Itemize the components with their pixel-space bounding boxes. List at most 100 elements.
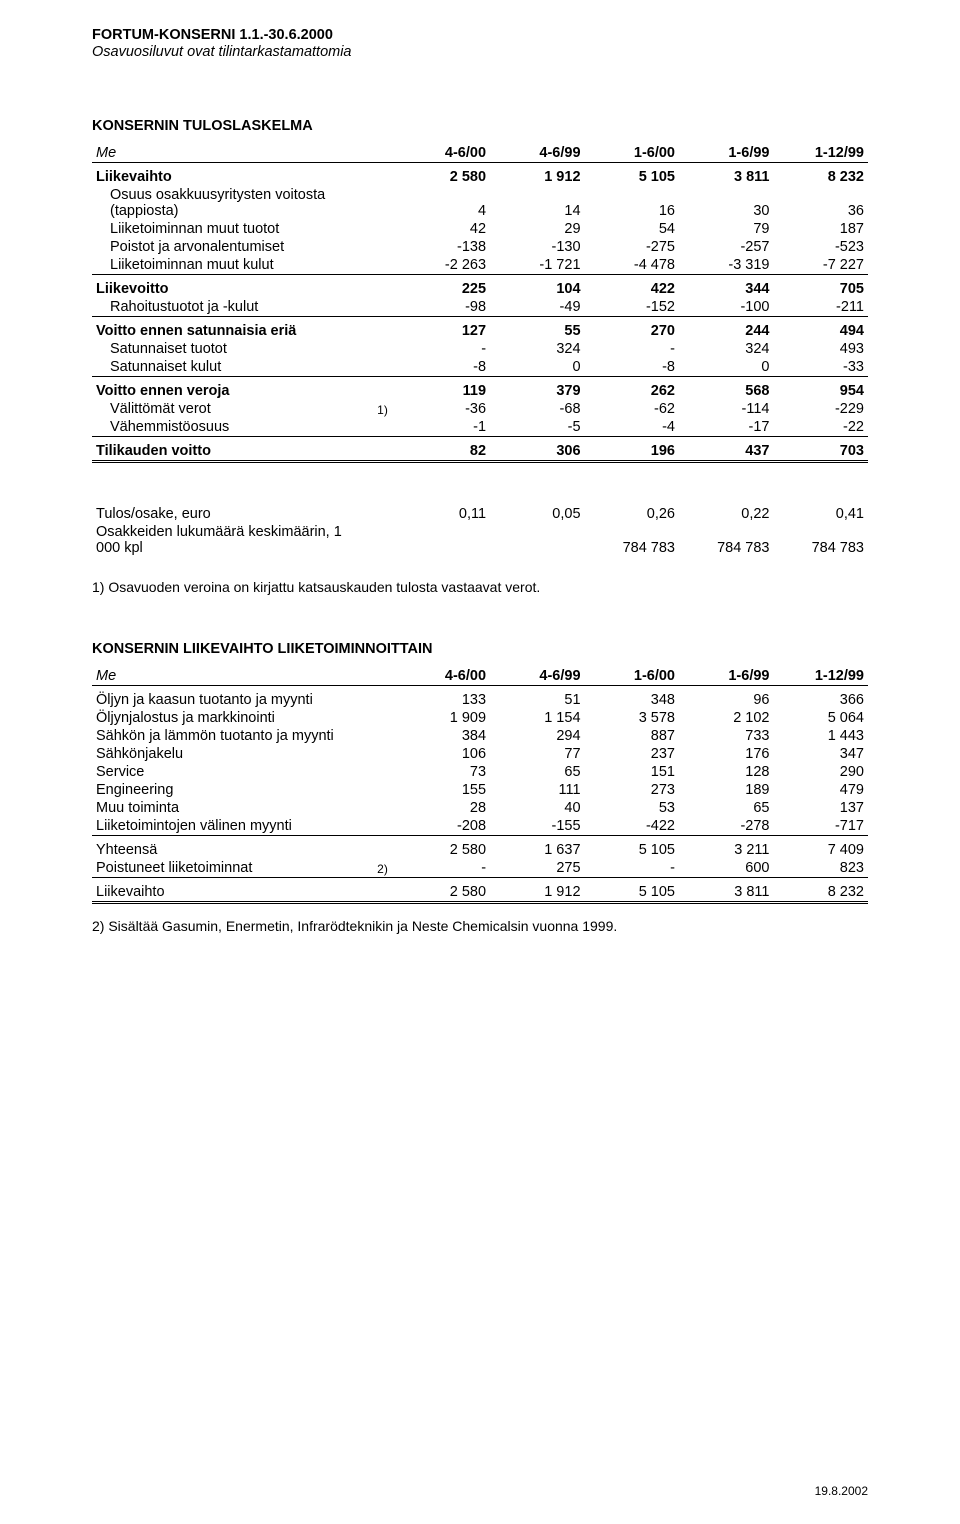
cell-value: 347 bbox=[773, 745, 868, 763]
income-footnote: 1) Osavuoden veroina on kirjattu katsaus… bbox=[92, 579, 868, 595]
cell-value: 40 bbox=[490, 799, 584, 817]
row-note bbox=[369, 437, 395, 462]
cell-value: 133 bbox=[396, 686, 490, 710]
cell-value: -8 bbox=[396, 358, 490, 377]
cell-value: 73 bbox=[396, 763, 490, 781]
table-row: Tulos/osake, euro0,110,050,260,220,41 bbox=[92, 505, 868, 523]
cell-value: -4 bbox=[585, 418, 679, 437]
row-label: Yhteensä bbox=[92, 836, 369, 860]
row-note bbox=[369, 238, 395, 256]
row-note bbox=[369, 377, 395, 401]
row-note bbox=[369, 358, 395, 377]
row-label: Liikevaihto bbox=[92, 878, 369, 903]
row-note bbox=[369, 836, 395, 860]
cell-value: 5 064 bbox=[773, 709, 868, 727]
table-row: Sähkön ja lämmön tuotanto ja myynti38429… bbox=[92, 727, 868, 745]
cell-value: 479 bbox=[773, 781, 868, 799]
col-head: 1-6/00 bbox=[585, 667, 679, 686]
row-note bbox=[369, 317, 395, 341]
cell-value: 2 102 bbox=[679, 709, 773, 727]
row-note bbox=[369, 686, 395, 710]
cell-value: 5 105 bbox=[585, 163, 679, 187]
table-row: Välittömät verot1)-36-68-62-114-229 bbox=[92, 400, 868, 418]
row-note bbox=[369, 878, 395, 903]
cell-value: 151 bbox=[585, 763, 679, 781]
cell-value: -155 bbox=[490, 817, 584, 836]
income-header-row: Me 4-6/00 4-6/99 1-6/00 1-6/99 1-12/99 bbox=[92, 144, 868, 163]
row-label: Service bbox=[92, 763, 369, 781]
row-label: Satunnaiset kulut bbox=[92, 358, 369, 377]
cell-value: 1 909 bbox=[396, 709, 490, 727]
cell-value: 65 bbox=[679, 799, 773, 817]
cell-value: 16 bbox=[585, 186, 679, 220]
cell-value: 784 783 bbox=[773, 523, 868, 557]
cell-value: -36 bbox=[396, 400, 490, 418]
cell-value: 568 bbox=[679, 377, 773, 401]
revenue-title: KONSERNIN LIIKEVAIHTO LIIKETOIMINNOITTAI… bbox=[92, 641, 868, 657]
cell-value: 36 bbox=[773, 186, 868, 220]
table-row: Sähkönjakelu10677237176347 bbox=[92, 745, 868, 763]
col-head: 4-6/00 bbox=[396, 667, 490, 686]
cell-value: -22 bbox=[773, 418, 868, 437]
cell-value: 77 bbox=[490, 745, 584, 763]
row-note bbox=[369, 220, 395, 238]
cell-value: -275 bbox=[585, 238, 679, 256]
cell-value: 8 232 bbox=[773, 163, 868, 187]
cell-value: 189 bbox=[679, 781, 773, 799]
cell-value: 82 bbox=[396, 437, 490, 462]
cell-value: -114 bbox=[679, 400, 773, 418]
col-head: 1-6/99 bbox=[679, 144, 773, 163]
cell-value: -49 bbox=[490, 298, 584, 317]
cell-value: -7 227 bbox=[773, 256, 868, 275]
cell-value: 306 bbox=[490, 437, 584, 462]
cell-value: 0,26 bbox=[585, 505, 679, 523]
table-row: Engineering155111273189479 bbox=[92, 781, 868, 799]
cell-value: -130 bbox=[490, 238, 584, 256]
cell-value: 53 bbox=[585, 799, 679, 817]
row-label: Liikevaihto bbox=[92, 163, 369, 187]
income-table: Me 4-6/00 4-6/99 1-6/00 1-6/99 1-12/99 L… bbox=[92, 144, 868, 463]
cell-value: 4 bbox=[396, 186, 490, 220]
row-note bbox=[369, 763, 395, 781]
col-head: 4-6/99 bbox=[490, 667, 584, 686]
row-label: Poistuneet liiketoiminnat bbox=[92, 859, 369, 878]
cell-value: -278 bbox=[679, 817, 773, 836]
cell-value: -62 bbox=[585, 400, 679, 418]
cell-value: 1 912 bbox=[490, 878, 584, 903]
cell-value: 8 232 bbox=[773, 878, 868, 903]
cell-value: 28 bbox=[396, 799, 490, 817]
table-row: Liikevoitto225104422344705 bbox=[92, 275, 868, 299]
col-head: 1-12/99 bbox=[773, 144, 868, 163]
table-row: Liiketoiminnan muut kulut-2 263-1 721-4 … bbox=[92, 256, 868, 275]
cell-value: 2 580 bbox=[396, 163, 490, 187]
header-company-period: FORTUM-KONSERNI 1.1.-30.6.2000 bbox=[92, 26, 868, 44]
cell-value: 1 443 bbox=[773, 727, 868, 745]
revenue-footnote: 2) Sisältää Gasumin, Enermetin, Infraröd… bbox=[92, 918, 868, 934]
cell-value: 2 580 bbox=[396, 836, 490, 860]
cell-value: 270 bbox=[585, 317, 679, 341]
cell-value: 324 bbox=[679, 340, 773, 358]
row-label: Tilikauden voitto bbox=[92, 437, 369, 462]
cell-value: 0,22 bbox=[679, 505, 773, 523]
row-label: Rahoitustuotot ja -kulut bbox=[92, 298, 369, 317]
cell-value: 3 211 bbox=[679, 836, 773, 860]
cell-value: 379 bbox=[490, 377, 584, 401]
cell-value: 0 bbox=[679, 358, 773, 377]
cell-value: 111 bbox=[490, 781, 584, 799]
row-label: Voitto ennen satunnaisia eriä bbox=[92, 317, 369, 341]
row-label: Poistot ja arvonalentumiset bbox=[92, 238, 369, 256]
income-extra-table: Tulos/osake, euro0,110,050,260,220,41Osa… bbox=[92, 505, 868, 557]
table-row: Yhteensä2 5801 6375 1053 2117 409 bbox=[92, 836, 868, 860]
table-row: Service7365151128290 bbox=[92, 763, 868, 781]
cell-value: 262 bbox=[585, 377, 679, 401]
table-row: Liikevaihto2 5801 9125 1053 8118 232 bbox=[92, 163, 868, 187]
cell-value: 119 bbox=[396, 377, 490, 401]
cell-value: 14 bbox=[490, 186, 584, 220]
cell-value: 29 bbox=[490, 220, 584, 238]
cell-value: 176 bbox=[679, 745, 773, 763]
cell-value: 3 811 bbox=[679, 163, 773, 187]
unit-label: Me bbox=[92, 667, 369, 686]
cell-value: 324 bbox=[490, 340, 584, 358]
cell-value: 51 bbox=[490, 686, 584, 710]
row-label: Muu toiminta bbox=[92, 799, 369, 817]
